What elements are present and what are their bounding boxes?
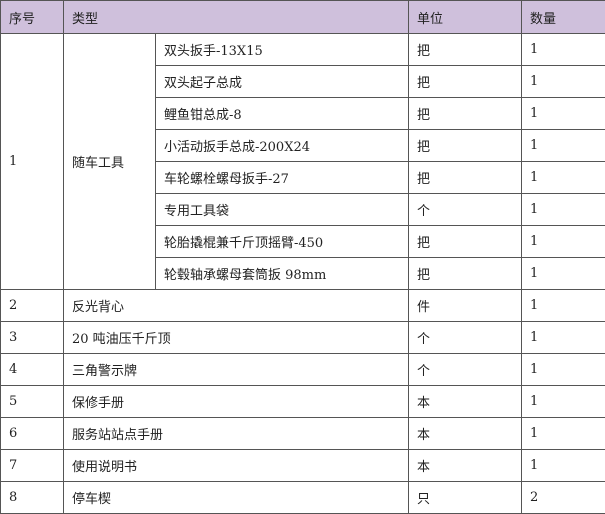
item-name: 双头扳手-13X15: [154, 33, 410, 66]
row-unit: 本: [408, 417, 523, 450]
row-unit: 本: [408, 449, 523, 482]
item-unit: 把: [408, 257, 523, 290]
row-qty: 1: [521, 449, 605, 482]
item-qty: 1: [521, 33, 605, 66]
table-row: 鲤鱼钳总成-8 把 1: [1, 97, 605, 130]
table-row: 2 反光背心件 1: [0, 289, 605, 322]
row-index: 8: [0, 481, 64, 514]
table-row: 车轮螺栓螺母扳手-27 把 1: [1, 161, 605, 194]
row-type: 随车工具: [63, 33, 156, 290]
table-row: 8 停车楔只 2: [0, 481, 605, 514]
item-qty: 1: [521, 97, 605, 130]
row-index: 4: [0, 353, 64, 386]
item-qty: 1: [521, 129, 605, 162]
header-index: 序号: [0, 0, 64, 34]
item-name: 双头起子总成: [154, 65, 410, 98]
header-unit: 单位: [408, 0, 523, 34]
row-type: 停车楔: [62, 481, 410, 514]
table-row: 4 三角警示牌个 1: [0, 353, 605, 386]
item-name: 轮毂轴承螺母套筒扳 98mm: [154, 257, 410, 290]
table-row: 5 保修手册本 1: [0, 385, 605, 418]
row-type: 反光背心: [62, 289, 410, 322]
row-unit: 件: [408, 289, 523, 322]
row-index: 7: [0, 449, 64, 482]
item-name: 鲤鱼钳总成-8: [154, 97, 410, 130]
row-qty: 1: [521, 417, 605, 450]
item-name: 车轮螺栓螺母扳手-27: [154, 161, 410, 194]
table-row: 6 服务站站点手册本 1: [0, 417, 605, 450]
row-index: 5: [0, 385, 64, 418]
row-index: 3: [0, 321, 64, 354]
item-unit: 把: [408, 161, 523, 194]
row-type: 三角警示牌: [62, 353, 410, 386]
table-row: 7 使用说明书本 1: [0, 449, 605, 482]
row-unit: 本: [408, 385, 523, 418]
row-qty: 1: [521, 353, 605, 386]
item-unit: 个: [408, 193, 523, 226]
row-qty: 1: [521, 289, 605, 322]
item-unit: 把: [408, 33, 523, 66]
row-qty: 2: [521, 481, 605, 514]
header-type: 类型: [62, 0, 410, 34]
item-qty: 1: [521, 225, 605, 258]
row-type: 保修手册: [62, 385, 410, 418]
row-type: 20 吨油压千斤顶: [62, 321, 410, 354]
row-index: 6: [0, 417, 64, 450]
table-row: 轮胎撬棍兼千斤顶摇臂-450 把 1: [1, 225, 605, 258]
item-qty: 1: [521, 65, 605, 98]
item-unit: 把: [408, 97, 523, 130]
header-qty: 数量: [521, 0, 605, 34]
row-unit: 只: [408, 481, 523, 514]
item-qty: 1: [521, 193, 605, 226]
header-row: 序号 类型 单位 数量: [0, 0, 605, 34]
item-unit: 把: [408, 129, 523, 162]
table-row: 1 随车工具 双头扳手-13X15 把 1: [0, 33, 605, 290]
item-unit: 把: [408, 65, 523, 98]
row-qty: 1: [521, 385, 605, 418]
item-qty: 1: [521, 161, 605, 194]
item-name: 轮胎撬棍兼千斤顶摇臂-450: [154, 225, 410, 258]
item-unit: 把: [408, 225, 523, 258]
row-type: 使用说明书: [62, 449, 410, 482]
row-unit: 个: [408, 353, 523, 386]
row-qty: 1: [521, 321, 605, 354]
item-qty: 1: [521, 257, 605, 290]
table-row: 3 20 吨油压千斤顶个 1: [0, 321, 605, 354]
item-name: 小活动扳手总成-200X24: [154, 129, 410, 162]
table-row: 轮毂轴承螺母套筒扳 98mm 把 1: [1, 257, 605, 290]
row-unit: 个: [408, 321, 523, 354]
row-index: 2: [0, 289, 64, 322]
item-name: 专用工具袋: [154, 193, 410, 226]
row-index: 1: [0, 33, 64, 290]
row-type: 服务站站点手册: [62, 417, 410, 450]
table-row: 专用工具袋个 1: [1, 193, 605, 226]
